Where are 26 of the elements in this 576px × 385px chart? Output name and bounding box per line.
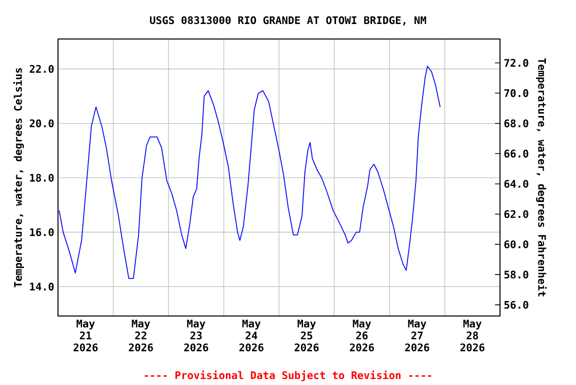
y2-axis-title: Temperature, water, degrees Fahrenheit (536, 58, 547, 296)
y2-tick-label: 66.0 (504, 150, 528, 158)
text: ---- Provisional Data Subject to Revision ---- (144, 370, 432, 382)
x-tick-label: May 24 2026 (239, 320, 264, 352)
y2-tick-label: 56.0 (504, 301, 528, 309)
y2-tick-label: 72.0 (504, 59, 528, 68)
y-tick-label: 14.0 (30, 282, 54, 291)
y2-tick-label: 60.0 (504, 240, 528, 248)
y-tick-label: 18.0 (30, 174, 54, 182)
chart-title: USGS 08313000 RIO GRANDE AT OTOWI BRIDGE, NM (150, 16, 426, 26)
x-tick-label: May 27 2026 (405, 320, 430, 352)
y2-tick-label: 58.0 (504, 270, 528, 279)
x-tick-label: May 26 2026 (350, 320, 374, 352)
x-tick-label: May 25 2026 (294, 320, 319, 352)
x-tick-label: May 23 2026 (184, 320, 208, 352)
y2-tick-label: 70.0 (504, 89, 528, 98)
y2-tick-label: 62.0 (504, 210, 528, 218)
x-tick-label: May 21 2026 (74, 320, 98, 352)
y-axis-title: Temperature, water, degrees Celsius (13, 68, 24, 288)
y-tick-label: 20.0 (30, 120, 54, 128)
y2-tick-label: 68.0 (504, 120, 528, 128)
y-tick-label: 16.0 (30, 228, 54, 236)
y2-tick-label: 64.0 (504, 180, 528, 188)
x-tick-label: May 28 2026 (460, 320, 484, 352)
x-tick-label: May 22 2026 (128, 320, 153, 352)
y-tick-label: 22.0 (30, 65, 54, 74)
